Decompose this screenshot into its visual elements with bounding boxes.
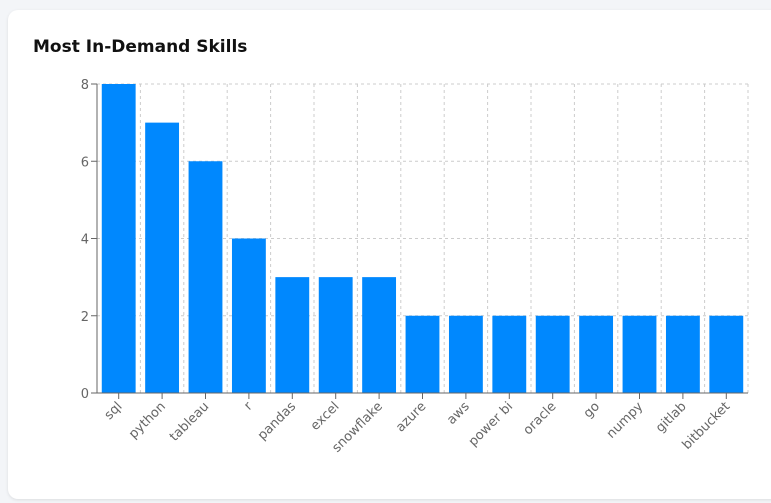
x-tick-label: excel [308,399,343,434]
y-axis-ticks: 0 2 4 6 8 [81,78,97,402]
bar-excel[interactable] [318,277,353,393]
bar-snowflake[interactable] [362,277,397,393]
x-tick-label: numpy [604,399,647,442]
y-tick-label: 2 [81,310,89,325]
y-tick-label: 4 [81,233,89,248]
x-tick-label: r [241,399,256,414]
y-tick-label: 0 [81,387,89,402]
x-tick-label: oracle [521,399,560,438]
bar-pandas[interactable] [275,277,310,393]
bar-r[interactable] [231,238,266,394]
x-tick-label: sql [102,399,126,423]
bar-oracle[interactable] [535,315,570,393]
x-tick-label: go [581,399,603,421]
x-tick-label: pandas [255,399,299,443]
x-tick-label: python [126,399,169,442]
bar-aws[interactable] [448,315,483,393]
bar-gitlab[interactable] [665,315,700,393]
x-tick-label: power bi [466,399,516,449]
y-tick-label: 6 [81,155,89,170]
bar-power-bi[interactable] [492,315,527,393]
bar-bitbucket[interactable] [709,315,744,393]
x-tick-label: gitlab [653,399,690,436]
x-tick-label: tableau [167,399,212,444]
bar-go[interactable] [579,315,614,393]
bar-tableau[interactable] [188,161,223,393]
chart-bars [101,84,744,394]
x-tick-label: bitbucket [680,399,734,453]
bar-python[interactable] [145,122,180,393]
bar-azure[interactable] [405,315,440,393]
bar-numpy[interactable] [622,315,657,393]
y-tick-label: 8 [81,78,89,93]
bar-sql[interactable] [101,84,136,393]
x-tick-label: azure [393,399,429,435]
x-tick-label: aws [444,399,473,428]
chart-title: Most In-Demand Skills [33,37,248,57]
